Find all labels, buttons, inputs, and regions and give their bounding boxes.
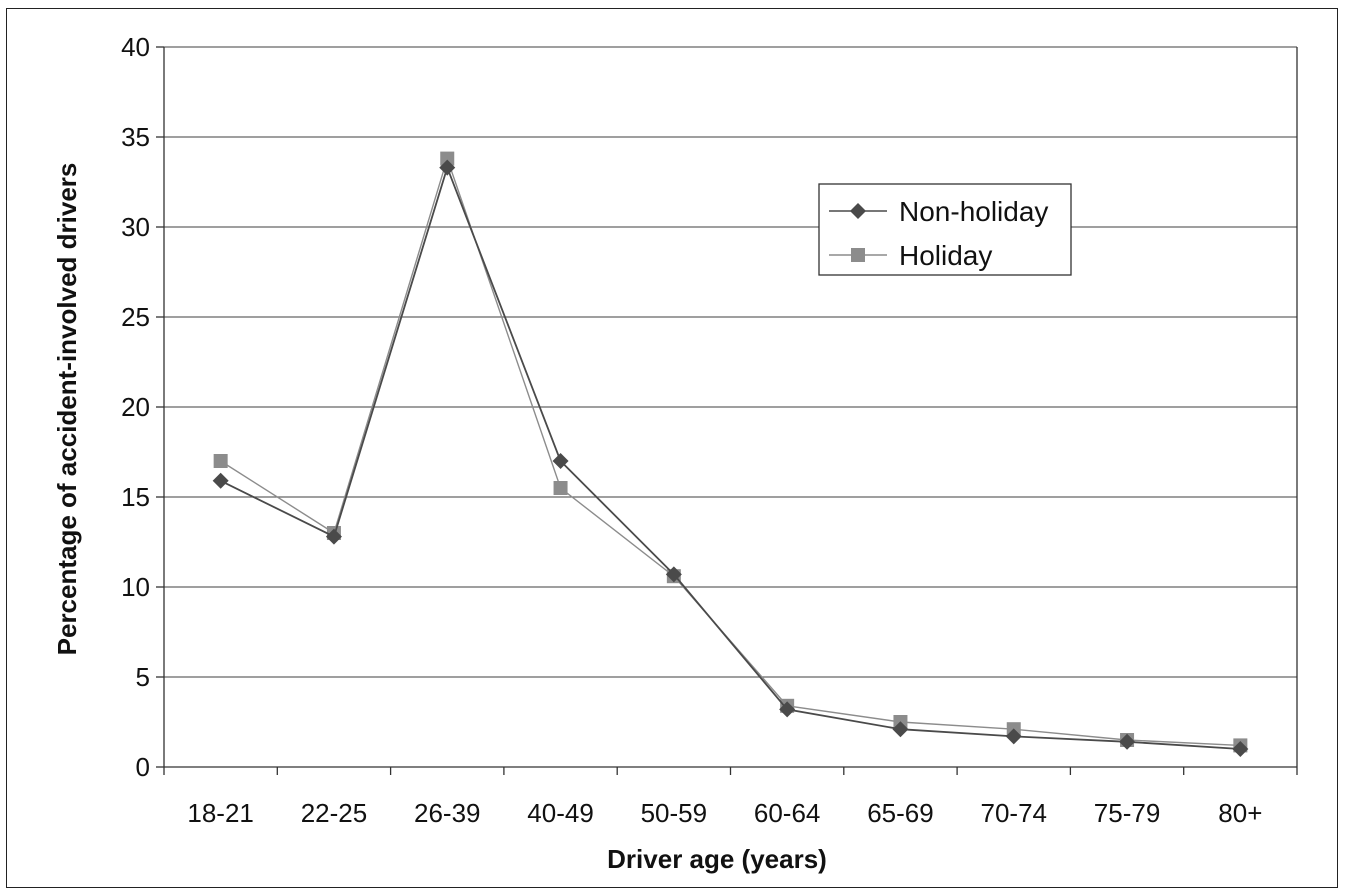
data-point — [1232, 741, 1249, 757]
data-point — [665, 566, 682, 583]
x-tick-label: 18-21 — [187, 798, 254, 828]
data-point — [440, 151, 455, 166]
x-tick-label: 26-39 — [414, 798, 481, 828]
data-point — [553, 481, 568, 495]
series-non-holiday — [212, 159, 1249, 757]
x-tick-label: 40-49 — [527, 798, 594, 828]
x-tick-label: 70-74 — [981, 798, 1048, 828]
legend-item-holiday: Holiday — [829, 240, 992, 271]
y-tick-label: 25 — [121, 302, 150, 332]
legend-label: Non-holiday — [899, 196, 1048, 227]
x-tick-label: 75-79 — [1094, 798, 1161, 828]
series-layer — [212, 151, 1249, 757]
y-tick-label: 0 — [136, 752, 150, 782]
y-tick-label: 5 — [136, 662, 150, 692]
data-point — [552, 453, 569, 469]
y-axis-title: Percentage of accident-involved drivers — [52, 163, 82, 656]
data-point — [1119, 733, 1136, 750]
legend: Non-holiday Holiday — [818, 183, 1072, 276]
legend-label: Holiday — [899, 240, 992, 271]
legend-marker — [851, 248, 865, 262]
y-tick-labels: 0 5 10 15 20 25 30 35 40 — [121, 32, 150, 782]
y-tick-label: 40 — [121, 32, 150, 62]
x-tick-labels: 18-21 22-25 26-39 40-49 50-59 60-64 65-69 70-74… — [187, 798, 1262, 828]
axes — [156, 46, 1298, 775]
y-tick-label: 30 — [121, 212, 150, 242]
data-point — [325, 528, 342, 545]
x-tick-label: 50-59 — [641, 798, 708, 828]
series-holiday — [213, 151, 1248, 753]
data-point — [1005, 728, 1022, 745]
y-tick-label: 20 — [121, 392, 150, 422]
y-tick-label: 15 — [121, 482, 150, 512]
series-line — [220, 156, 1241, 747]
series-line — [220, 164, 1241, 750]
y-tick-label: 10 — [121, 572, 150, 602]
data-point — [213, 454, 228, 468]
gridlines — [164, 46, 1297, 678]
x-tick-label: 22-25 — [301, 798, 368, 828]
x-tick-label: 80+ — [1218, 798, 1262, 828]
data-point — [439, 159, 456, 176]
x-axis-title: Driver age (years) — [607, 844, 827, 874]
legend-item-non-holiday: Non-holiday — [829, 196, 1048, 227]
x-tick-label: 65-69 — [867, 798, 934, 828]
legend-marker — [850, 203, 866, 219]
data-point — [779, 701, 796, 718]
y-tick-label: 35 — [121, 122, 150, 152]
x-tick-label: 60-64 — [754, 798, 821, 828]
data-point — [212, 472, 229, 489]
data-point — [892, 721, 909, 738]
